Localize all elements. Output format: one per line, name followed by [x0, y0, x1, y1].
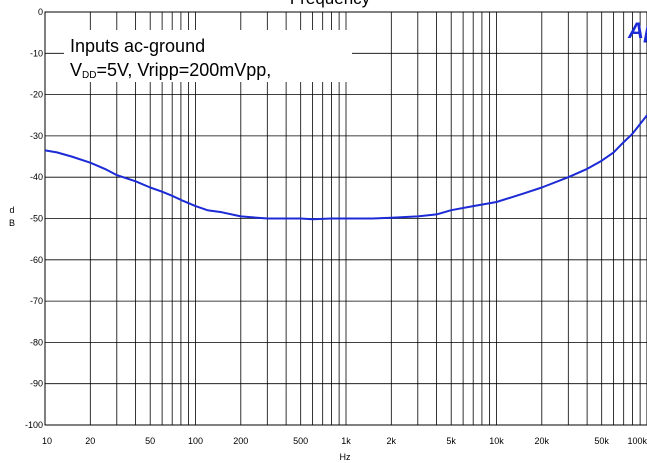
x-tick-label: 10k — [489, 436, 504, 446]
y-tick-label: -90 — [30, 379, 43, 389]
annotation-background — [64, 30, 352, 82]
y-tick-label: -10 — [30, 48, 43, 58]
x-tick-label: 5k — [446, 436, 456, 446]
title-background — [262, 0, 398, 6]
x-tick-label: 100k — [627, 436, 647, 446]
plot-frame — [44, 11, 647, 426]
x-tick-label: 2k — [387, 436, 397, 446]
x-tick-label: 50k — [594, 436, 609, 446]
annotation-line-2: VDD=5V, Vripp=200mVpp, — [70, 60, 271, 81]
tick-labels: 10 20 50 100 200 500 1k 2k 5k 10k 20k 50k 100k 0 -10 -2… — [25, 7, 647, 446]
annotation-rest: =5V, Vripp=200mVpp, — [96, 60, 271, 80]
x-tick-label: 500 — [293, 436, 308, 446]
x-tick-label: 20k — [535, 436, 550, 446]
annotation-v: V — [70, 60, 82, 80]
x-tick-label: 1k — [341, 436, 351, 446]
y-axis-label-line-1: d — [9, 205, 14, 215]
y-tick-label: -30 — [30, 131, 43, 141]
y-tick-label: -20 — [30, 90, 43, 100]
y-tick-label: -50 — [30, 214, 43, 224]
y-tick-label: -70 — [30, 296, 43, 306]
y-tick-label: -40 — [30, 172, 43, 182]
x-tick-label: 50 — [145, 436, 155, 446]
annotation-line-1: Inputs ac-ground — [70, 36, 205, 56]
x-axis-label: Hz — [340, 452, 351, 462]
series — [44, 114, 647, 221]
x-tick-label: 100 — [188, 436, 203, 446]
y-tick-label: 0 — [38, 7, 43, 17]
y-tick-label: -60 — [30, 255, 43, 265]
x-tick-label: 10 — [42, 436, 52, 446]
y-axis-label-line-2: B — [9, 218, 15, 228]
annotation: Inputs ac-ground VDD=5V, Vripp=200mVpp, — [64, 30, 352, 82]
x-tick-label: 20 — [85, 436, 95, 446]
y-tick-label: -80 — [30, 337, 43, 347]
chart-title: Frequency — [290, 0, 371, 8]
series-line — [44, 114, 647, 221]
annotation-subscript: DD — [82, 70, 96, 81]
x-tick-label: 200 — [233, 436, 248, 446]
ap-logo: Ap — [627, 18, 647, 43]
y-tick-label: -100 — [25, 420, 43, 430]
